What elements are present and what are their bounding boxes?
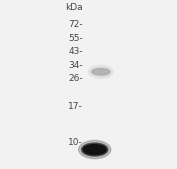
Text: 34-: 34- <box>68 61 83 70</box>
Text: 26-: 26- <box>68 74 83 83</box>
Text: 55-: 55- <box>68 33 83 43</box>
Text: 17-: 17- <box>68 102 83 111</box>
Text: 10-: 10- <box>68 138 83 147</box>
Ellipse shape <box>92 69 110 75</box>
Ellipse shape <box>79 140 111 159</box>
Ellipse shape <box>88 65 113 78</box>
Ellipse shape <box>83 144 106 155</box>
Text: kDa: kDa <box>65 3 83 12</box>
Text: 43-: 43- <box>68 47 83 56</box>
Ellipse shape <box>91 68 111 76</box>
Text: 72-: 72- <box>68 20 83 29</box>
Ellipse shape <box>81 143 108 156</box>
